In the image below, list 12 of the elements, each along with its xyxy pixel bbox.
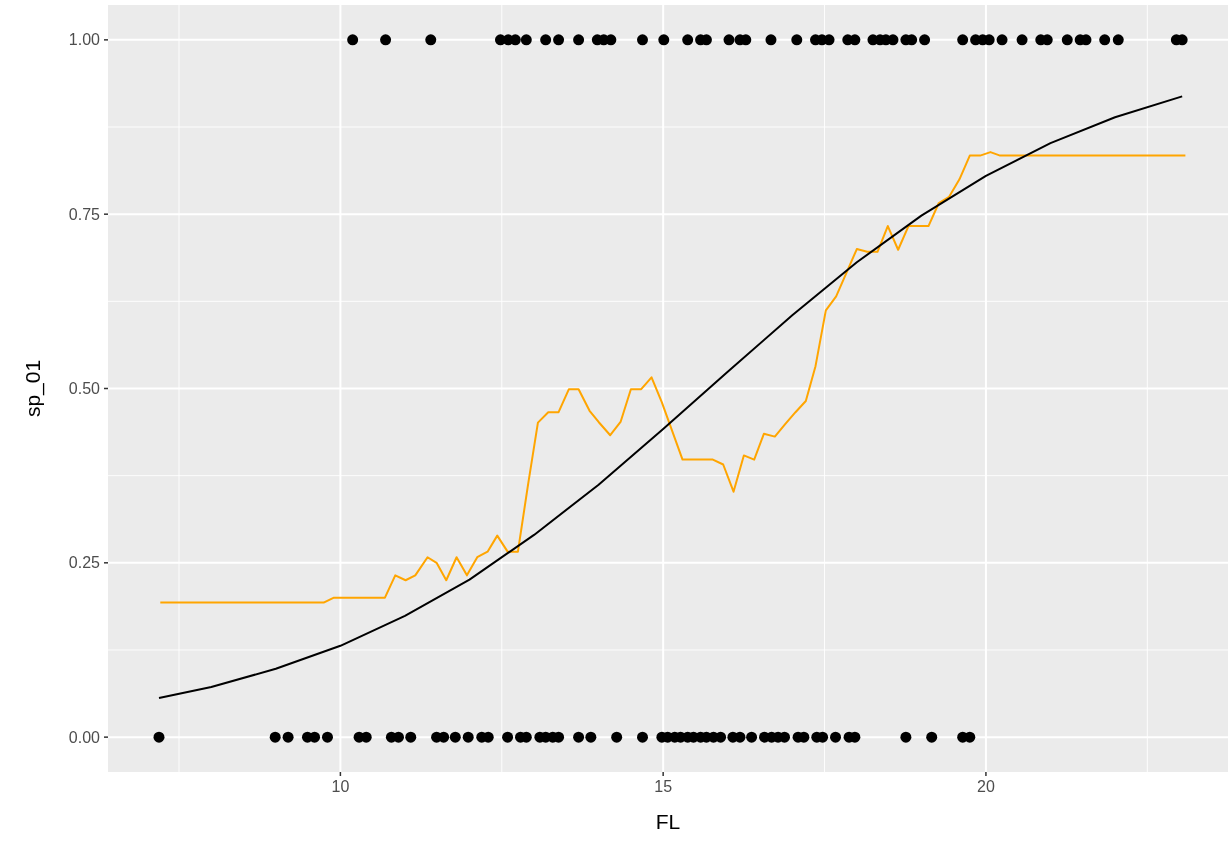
x-axis-title: FL <box>655 810 681 833</box>
y-axis-title: sp_01 <box>21 359 45 418</box>
y-tick-label: 0.25 <box>68 554 101 572</box>
y-tick-label: 0.00 <box>68 728 101 746</box>
line-series <box>159 151 1187 604</box>
x-tick-label: 10 <box>331 778 350 795</box>
line-series <box>158 95 1184 700</box>
x-tick-label: 20 <box>977 778 995 795</box>
y-tick-label: 0.75 <box>68 205 101 223</box>
y-tick-label: 0.50 <box>68 380 101 398</box>
y-tick-label: 1.00 <box>68 31 101 49</box>
x-tick-label: 15 <box>654 778 673 795</box>
